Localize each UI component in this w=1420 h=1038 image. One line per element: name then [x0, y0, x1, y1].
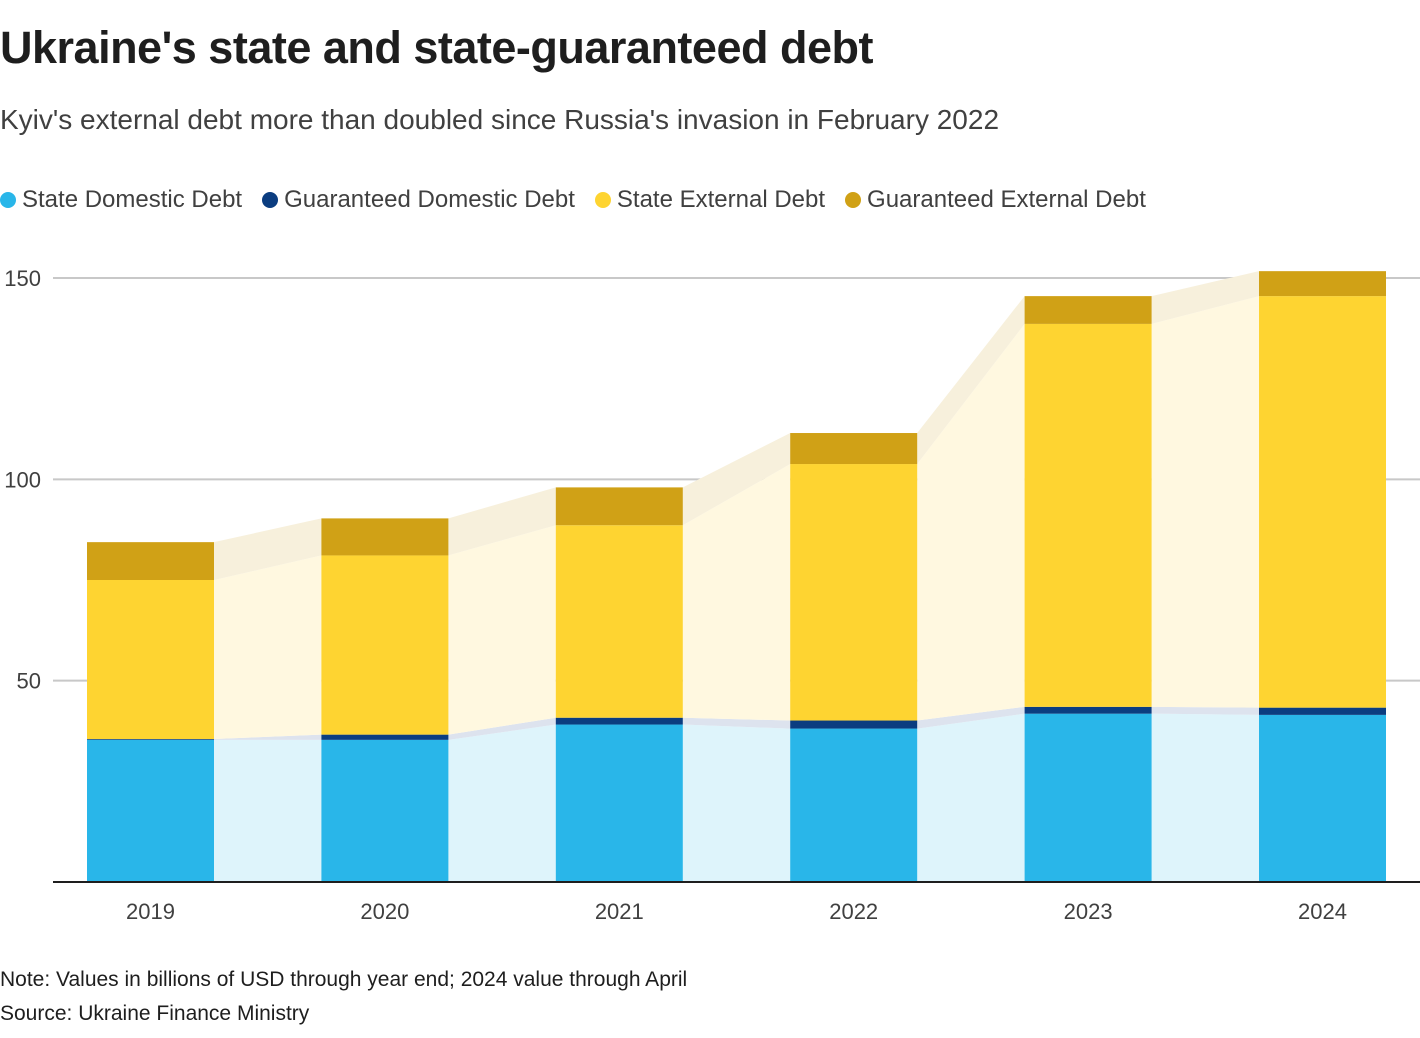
chart-title: Ukraine's state and state-guaranteed deb… [0, 22, 873, 73]
bar-segment [321, 555, 449, 735]
bar-segment [1024, 296, 1152, 324]
connector-area [1151, 713, 1259, 882]
connector-area [214, 739, 322, 882]
legend-item: Guaranteed Domestic Debt [262, 186, 575, 214]
bar-segment [1024, 323, 1152, 707]
connector-area [1151, 706, 1259, 715]
legend-item: State External Debt [594, 186, 826, 214]
y-tick-label: 50 [17, 669, 41, 694]
bar-segment [555, 525, 683, 718]
connector-area [214, 518, 322, 580]
legend: State Domestic Debt Guaranteed Domestic D… [0, 186, 1146, 214]
bar-segment [1259, 714, 1386, 882]
x-tick-label: 2023 [1064, 899, 1113, 924]
bar-segment [321, 739, 449, 882]
bar-segment [87, 739, 214, 740]
x-tick-label: 2020 [360, 899, 409, 924]
legend-label: State Domestic Debt [22, 186, 243, 213]
bar-segment [87, 542, 214, 580]
bar-segment [1259, 271, 1386, 297]
legend-item: Guaranteed External Debt [845, 186, 1146, 214]
x-tick-label: 2024 [1298, 899, 1347, 924]
chart-source: Source: Ukraine Finance Ministry [0, 1002, 310, 1025]
bar-segment [321, 518, 449, 556]
y-tick-label: 100 [4, 467, 41, 492]
bar-segment [790, 464, 918, 721]
legend-swatch [262, 192, 279, 208]
bar-segment [1024, 713, 1152, 882]
connector-area [917, 713, 1025, 882]
connector-area [682, 717, 791, 729]
legend-label: Guaranteed External Debt [867, 186, 1146, 213]
chart-subtitle: Kyiv's external debt more than doubled s… [0, 104, 1000, 135]
connector-area [917, 706, 1025, 729]
connector-area [448, 724, 556, 882]
legend-label: State External Debt [616, 186, 826, 213]
bar-segment [790, 720, 918, 729]
y-tick-label: 150 [4, 266, 41, 291]
x-tick-label: 2022 [829, 899, 878, 924]
connector-area [214, 555, 322, 740]
x-tick-label: 2021 [595, 899, 644, 924]
legend-swatch [594, 192, 611, 208]
bar-segment [321, 734, 449, 740]
bar-segment [790, 728, 918, 882]
chart-note: Note: Values in billions of USD through … [0, 968, 688, 991]
bar-segment [555, 717, 683, 725]
legend-label: Guaranteed Domestic Debt [284, 186, 575, 213]
connector-area [448, 487, 556, 556]
bar-segment [1024, 706, 1152, 714]
connector-area [1151, 296, 1259, 708]
bar-segment [555, 487, 683, 526]
connector-area [214, 734, 322, 740]
bar-segment [555, 724, 683, 882]
legend-swatch [845, 192, 862, 208]
connector-area [1151, 271, 1259, 324]
connector-area [448, 525, 556, 735]
connector-area [682, 464, 791, 721]
connector-area [682, 433, 791, 526]
legend-item: State Domestic Debt [0, 186, 242, 214]
bar-segment [1259, 296, 1386, 708]
bar-segment [790, 433, 918, 465]
connector-area [682, 724, 791, 882]
connector-area [448, 717, 556, 740]
connector-area [917, 296, 1025, 465]
bar-segment [1259, 707, 1386, 715]
x-tick-label: 2019 [126, 899, 175, 924]
legend-swatch [0, 192, 16, 208]
connector-area [917, 323, 1025, 721]
bar-segment [87, 580, 214, 740]
bar-segment [87, 739, 214, 882]
